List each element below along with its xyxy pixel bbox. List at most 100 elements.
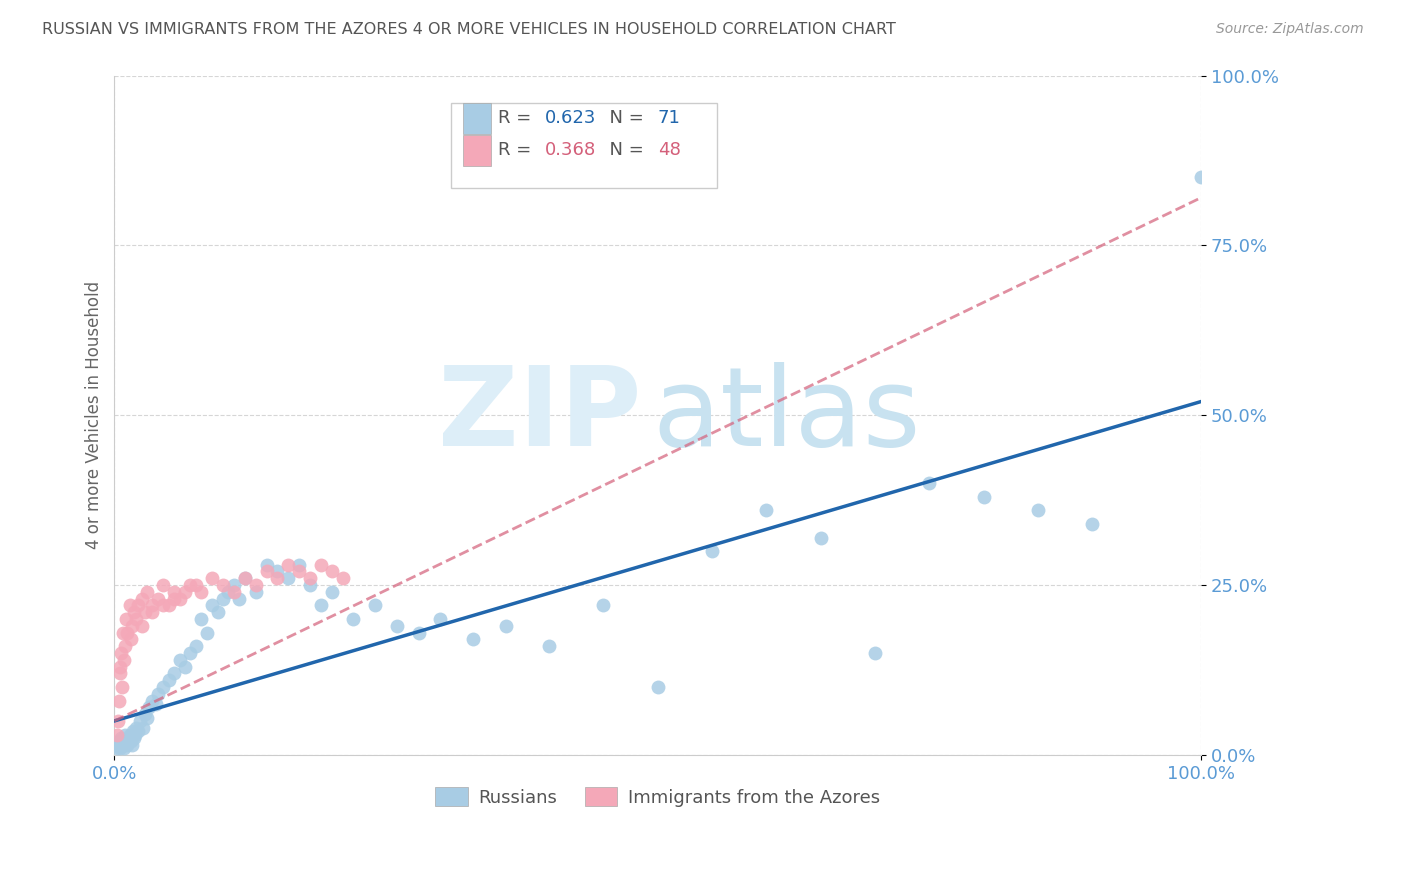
Point xyxy=(190,585,212,599)
Point xyxy=(163,585,186,599)
Point xyxy=(266,565,288,579)
Point xyxy=(222,578,245,592)
Point xyxy=(309,558,332,572)
Text: 48: 48 xyxy=(658,141,681,160)
Point xyxy=(700,544,723,558)
Point xyxy=(321,565,343,579)
Text: ZIP: ZIP xyxy=(437,362,641,468)
Point xyxy=(266,571,288,585)
Point xyxy=(152,680,174,694)
Point xyxy=(107,714,129,728)
Point xyxy=(117,625,139,640)
Point xyxy=(108,666,131,681)
Point xyxy=(141,605,163,619)
Legend: Russians, Immigrants from the Azores: Russians, Immigrants from the Azores xyxy=(427,780,887,814)
Text: R =: R = xyxy=(498,141,537,160)
Point xyxy=(114,639,136,653)
FancyBboxPatch shape xyxy=(463,135,491,166)
Point xyxy=(121,619,143,633)
Point xyxy=(129,714,152,728)
Y-axis label: 4 or more Vehicles in Household: 4 or more Vehicles in Household xyxy=(86,281,103,549)
Point xyxy=(190,612,212,626)
Point xyxy=(125,612,148,626)
Point xyxy=(277,571,299,585)
Point xyxy=(117,731,139,745)
Point xyxy=(146,687,169,701)
Point xyxy=(245,585,267,599)
Point xyxy=(163,666,186,681)
Point xyxy=(117,738,139,752)
Point xyxy=(111,680,134,694)
Point xyxy=(195,625,218,640)
Point xyxy=(112,625,135,640)
Point xyxy=(127,599,149,613)
Point xyxy=(174,659,197,673)
Point xyxy=(141,693,163,707)
Point xyxy=(429,612,451,626)
Point xyxy=(115,612,138,626)
Text: 71: 71 xyxy=(658,110,681,128)
Point xyxy=(169,591,191,606)
Point xyxy=(179,646,201,660)
Text: Source: ZipAtlas.com: Source: ZipAtlas.com xyxy=(1216,22,1364,37)
Point xyxy=(157,673,180,688)
Point xyxy=(1081,516,1104,531)
FancyBboxPatch shape xyxy=(451,103,717,187)
Point xyxy=(136,585,159,599)
Point xyxy=(146,591,169,606)
Point xyxy=(105,741,128,756)
Point xyxy=(112,734,135,748)
Point xyxy=(184,639,207,653)
Point xyxy=(138,700,160,714)
Point xyxy=(918,476,941,491)
Point xyxy=(112,741,135,756)
Point xyxy=(973,490,995,504)
Point xyxy=(321,585,343,599)
Point xyxy=(110,731,132,745)
Point xyxy=(245,578,267,592)
Point xyxy=(201,571,224,585)
Point xyxy=(755,503,778,517)
Point xyxy=(169,653,191,667)
Point xyxy=(124,727,146,741)
Point xyxy=(141,599,163,613)
Point xyxy=(108,741,131,756)
Point xyxy=(385,619,408,633)
Point xyxy=(152,578,174,592)
Point xyxy=(120,734,142,748)
Point xyxy=(122,731,145,745)
Point xyxy=(309,599,332,613)
Point xyxy=(233,571,256,585)
Point xyxy=(107,693,129,707)
Point xyxy=(134,605,156,619)
Point xyxy=(136,710,159,724)
Point xyxy=(298,571,321,585)
Point xyxy=(212,591,235,606)
Point xyxy=(179,578,201,592)
Point xyxy=(114,727,136,741)
Text: N =: N = xyxy=(598,110,650,128)
Point xyxy=(207,605,229,619)
Point xyxy=(298,578,321,592)
Point xyxy=(131,619,153,633)
Point xyxy=(1026,503,1049,517)
Point xyxy=(592,599,614,613)
Point xyxy=(288,565,311,579)
Point xyxy=(110,646,132,660)
Point xyxy=(152,599,174,613)
Text: atlas: atlas xyxy=(652,362,921,468)
Point xyxy=(364,599,387,613)
Text: R =: R = xyxy=(498,110,537,128)
Point xyxy=(201,599,224,613)
Point xyxy=(127,724,149,739)
Point xyxy=(122,605,145,619)
Point xyxy=(408,625,430,640)
Point xyxy=(134,707,156,722)
Point xyxy=(111,738,134,752)
Point xyxy=(212,578,235,592)
Point xyxy=(222,585,245,599)
Text: N =: N = xyxy=(598,141,650,160)
Text: 0.368: 0.368 xyxy=(544,141,596,160)
Point xyxy=(863,646,886,660)
Point xyxy=(121,738,143,752)
